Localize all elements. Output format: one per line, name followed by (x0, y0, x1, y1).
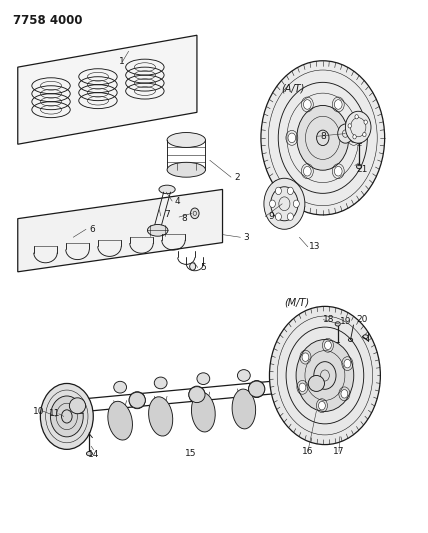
Text: 4: 4 (175, 197, 181, 206)
Text: 7: 7 (164, 211, 170, 220)
Ellipse shape (308, 375, 324, 391)
Ellipse shape (148, 224, 168, 236)
Circle shape (51, 396, 83, 437)
Ellipse shape (159, 185, 175, 193)
Text: 8: 8 (320, 132, 326, 141)
Text: 20: 20 (357, 315, 368, 324)
Circle shape (40, 383, 93, 449)
Circle shape (355, 115, 358, 119)
Ellipse shape (189, 386, 205, 402)
Circle shape (344, 359, 351, 368)
Circle shape (264, 178, 305, 229)
Text: 1: 1 (119, 58, 125, 66)
Ellipse shape (357, 165, 362, 168)
Ellipse shape (114, 381, 127, 393)
Polygon shape (18, 35, 197, 144)
Ellipse shape (167, 133, 205, 148)
Ellipse shape (335, 322, 340, 326)
Circle shape (334, 166, 342, 176)
Text: 3: 3 (243, 233, 249, 242)
Text: 16: 16 (302, 447, 314, 456)
Text: (A/T): (A/T) (281, 83, 305, 93)
Ellipse shape (189, 386, 205, 403)
Text: 5: 5 (200, 263, 206, 272)
Ellipse shape (249, 381, 265, 398)
Circle shape (270, 306, 380, 445)
Circle shape (348, 124, 351, 128)
Ellipse shape (86, 451, 92, 456)
Text: 14: 14 (88, 450, 99, 459)
Text: 19: 19 (340, 317, 351, 326)
Ellipse shape (249, 381, 265, 397)
Text: 2: 2 (235, 173, 240, 182)
Text: 18: 18 (323, 315, 334, 324)
Text: 13: 13 (309, 243, 320, 252)
Text: 6: 6 (89, 225, 95, 234)
Circle shape (303, 100, 311, 109)
Ellipse shape (197, 373, 210, 384)
Ellipse shape (191, 392, 215, 432)
Circle shape (363, 132, 366, 136)
Circle shape (318, 401, 325, 410)
Text: (M/T): (M/T) (285, 297, 310, 308)
Text: 15: 15 (185, 449, 196, 458)
Circle shape (350, 133, 357, 143)
Ellipse shape (129, 392, 146, 409)
Ellipse shape (129, 392, 146, 408)
Ellipse shape (69, 398, 86, 414)
Circle shape (338, 124, 353, 143)
Text: 17: 17 (333, 447, 345, 456)
Circle shape (299, 383, 306, 392)
Circle shape (353, 135, 356, 139)
Ellipse shape (149, 397, 173, 436)
Ellipse shape (238, 369, 250, 381)
Text: 10: 10 (33, 407, 44, 416)
Circle shape (287, 213, 293, 220)
Circle shape (287, 187, 293, 195)
Ellipse shape (167, 163, 205, 177)
Circle shape (261, 61, 385, 215)
Ellipse shape (308, 375, 324, 392)
Polygon shape (18, 189, 223, 272)
Ellipse shape (154, 377, 167, 389)
Circle shape (341, 390, 348, 398)
Circle shape (276, 187, 281, 195)
Circle shape (302, 353, 309, 361)
Text: 12: 12 (74, 407, 86, 416)
Circle shape (297, 106, 349, 170)
Ellipse shape (108, 401, 132, 440)
Circle shape (303, 166, 311, 176)
Circle shape (276, 213, 281, 220)
Circle shape (270, 200, 276, 207)
Text: 11: 11 (49, 409, 60, 418)
Text: 21: 21 (357, 165, 368, 174)
Circle shape (293, 200, 299, 207)
Circle shape (190, 263, 196, 270)
Text: 7758 4000: 7758 4000 (14, 14, 83, 27)
Circle shape (324, 341, 331, 350)
Circle shape (296, 340, 354, 411)
Circle shape (334, 100, 342, 109)
Ellipse shape (232, 389, 256, 429)
Circle shape (190, 208, 199, 219)
Circle shape (288, 133, 296, 143)
Ellipse shape (69, 397, 86, 414)
Circle shape (345, 111, 371, 143)
Text: 9: 9 (269, 212, 274, 221)
Circle shape (364, 120, 367, 124)
Text: 8: 8 (181, 214, 187, 223)
